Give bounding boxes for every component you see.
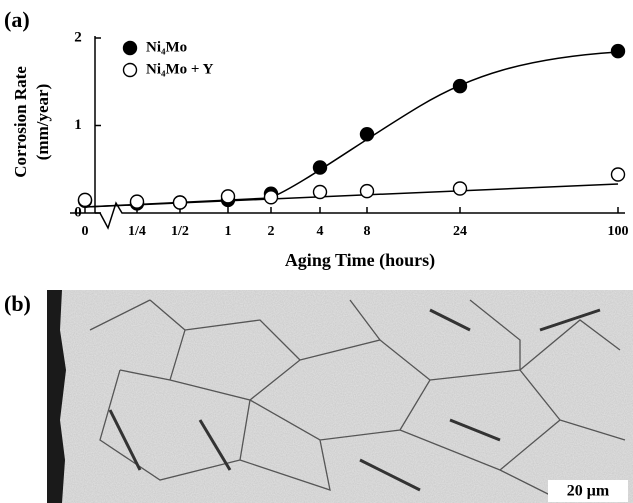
data-point [454, 80, 467, 93]
legend-label: Ni₄Mo [146, 39, 187, 55]
fit-curve [85, 184, 618, 207]
x-axis-break [70, 203, 625, 228]
micrograph [47, 290, 633, 503]
x-tick-label: 24 [453, 224, 467, 239]
x-tick-label: 4 [317, 224, 324, 239]
x-tick-label: 100 [608, 224, 629, 239]
data-point [361, 128, 374, 141]
panel-label: (b) [4, 291, 31, 316]
x-tick-label: 1/2 [171, 224, 189, 239]
x-tick-label: 1 [225, 224, 232, 239]
data-point [612, 168, 625, 181]
x-tick-label: 8 [364, 224, 371, 239]
y-tick-label: 0 [74, 204, 82, 220]
y-tick-label: 1 [74, 117, 82, 133]
data-point [612, 45, 625, 58]
data-point [131, 195, 144, 208]
legend-label: Ni₄Mo + Y [146, 61, 214, 77]
x-tick-label: 2 [268, 224, 275, 239]
panel-label: (a) [4, 7, 30, 32]
x-axis-title: Aging Time (hours) [285, 250, 435, 271]
legend-marker [124, 64, 137, 77]
data-point [314, 161, 327, 174]
data-point [265, 191, 278, 204]
figure: (a) (b) Aging Time (hours) Corrosion Rat… [0, 0, 633, 503]
data-point [454, 182, 467, 195]
y-axis-title: (mm/year) [33, 84, 52, 160]
y-axis-title: Corrosion Rate [11, 66, 30, 178]
data-point [361, 185, 374, 198]
scale-bar-label: 20 μm [567, 483, 610, 500]
data-point [314, 186, 327, 199]
y-tick-label: 2 [74, 29, 82, 45]
data-point [222, 190, 235, 203]
data-point [174, 196, 187, 209]
legend-marker [124, 42, 137, 55]
x-tick-label: 1/4 [128, 224, 146, 239]
x-tick-label: 0 [82, 224, 89, 239]
data-point [79, 193, 92, 206]
